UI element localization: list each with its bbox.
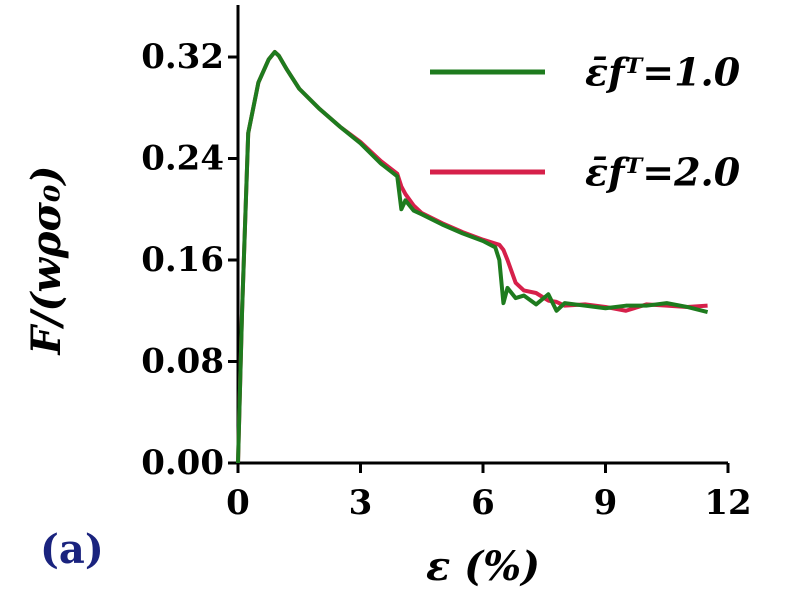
panel-label: (a) bbox=[40, 526, 104, 573]
x-tick-label: 6 bbox=[471, 483, 495, 523]
y-tick-label: 0.08 bbox=[141, 342, 224, 382]
x-tick-label: 12 bbox=[704, 483, 751, 523]
x-tick-label: 3 bbox=[349, 483, 373, 523]
legend-label: ε̄fᵀ=1.0 bbox=[585, 50, 741, 95]
y-tick-label: 0.24 bbox=[141, 139, 224, 179]
legend-label: ε̄fᵀ=2.0 bbox=[585, 150, 741, 195]
y-tick-label: 0.32 bbox=[141, 37, 224, 77]
x-tick-label: 0 bbox=[226, 483, 250, 523]
series-line bbox=[236, 49, 709, 464]
series-line bbox=[236, 49, 708, 464]
y-axis-label: F/(wρσ₀) bbox=[23, 166, 70, 356]
x-tick-label: 9 bbox=[594, 483, 618, 523]
y-tick-label: 0.16 bbox=[141, 240, 224, 280]
x-axis-label: ε (%) bbox=[426, 543, 540, 590]
y-tick-label: 0.00 bbox=[141, 443, 224, 483]
